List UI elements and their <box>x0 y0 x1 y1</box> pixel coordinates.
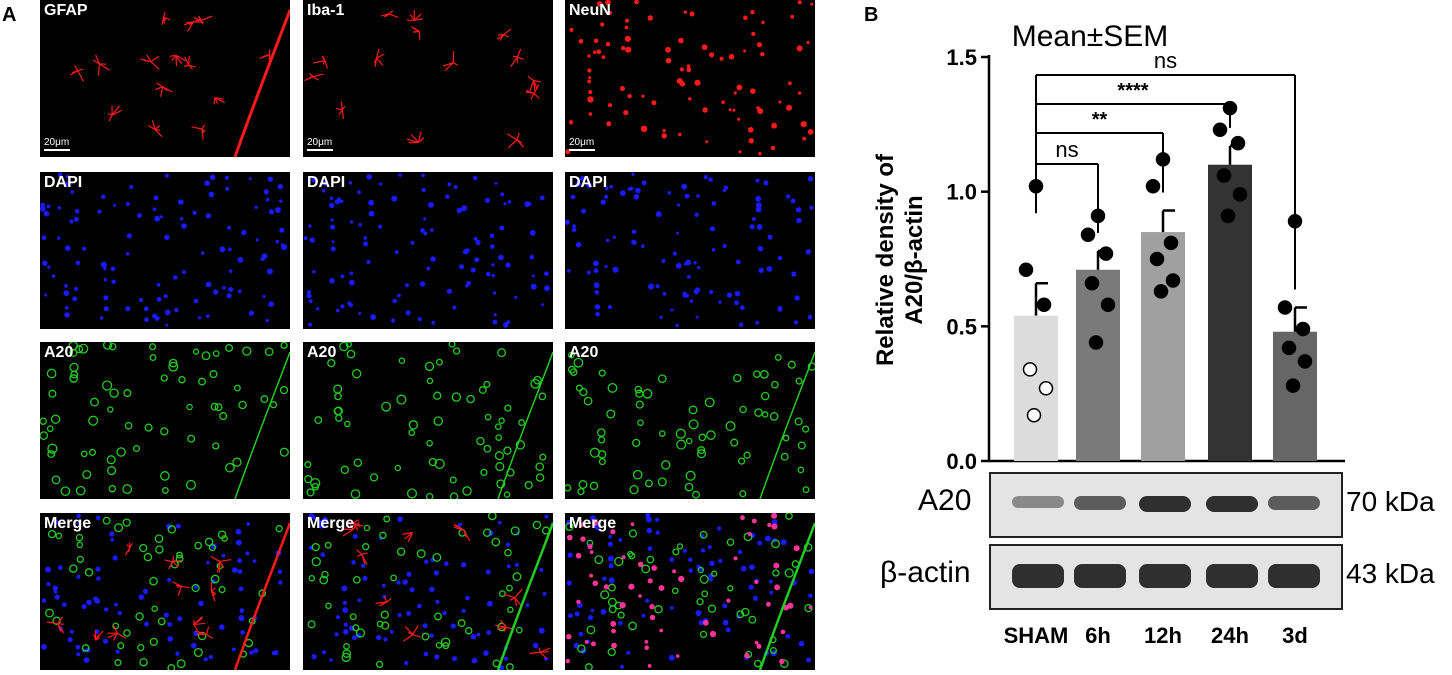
blot-band <box>1012 564 1064 588</box>
scale-bar-label: 20μm <box>307 137 333 148</box>
micrograph-neun-3: NeuN 20μm <box>565 0 815 157</box>
scale-bar-label: 20μm <box>44 137 70 148</box>
data-point <box>1022 362 1038 377</box>
blot-row-label: β-actin <box>880 556 971 589</box>
data-point <box>1277 300 1293 315</box>
blot-kda-label: 43 kDa <box>1346 558 1435 589</box>
micrograph-label: NeuN <box>569 2 611 19</box>
micrograph-dapi-1: DAPI <box>40 172 290 329</box>
data-point <box>1165 273 1181 288</box>
bar-chart: Mean±SEM Relative density of A20/β-actin 0.… <box>872 20 1345 470</box>
data-point <box>1232 187 1248 202</box>
micrograph-a20-3: A20 <box>565 342 815 499</box>
micrograph-label: Iba-1 <box>307 2 345 19</box>
data-point <box>1220 208 1236 224</box>
data-point <box>1100 297 1116 313</box>
micrograph-label: A20 <box>569 344 599 361</box>
blot-band <box>1268 564 1320 588</box>
micrograph-dapi-3: DAPI <box>565 172 815 329</box>
data-point <box>1098 246 1114 261</box>
data-point <box>1297 354 1313 369</box>
lane-label-6h: 6h <box>1085 623 1111 648</box>
micrograph-iba-1-2: Iba-1 20μm <box>303 0 553 157</box>
blot-strip-a20 <box>989 472 1343 538</box>
data-point <box>1018 262 1034 278</box>
bar-3d <box>1273 331 1317 461</box>
data-point <box>1212 122 1228 137</box>
y-tick-label: 0.0 <box>946 449 977 470</box>
data-point <box>1281 340 1297 356</box>
micrograph-label: GFAP <box>44 2 88 19</box>
y-axis-label-line1: Relative density of <box>872 153 899 366</box>
micrograph-dapi-2: DAPI <box>303 172 553 329</box>
significance-label: ns <box>1154 48 1177 73</box>
blot-band <box>1139 564 1191 588</box>
micrograph-label: Merge <box>44 515 92 532</box>
micrograph-label: Merge <box>569 515 617 532</box>
data-point <box>1285 378 1301 393</box>
scale-bar-line <box>44 149 70 151</box>
data-point <box>1153 284 1169 299</box>
micrograph-merge-2: Merge <box>303 513 553 670</box>
data-point <box>1216 168 1232 183</box>
data-point <box>1145 179 1161 194</box>
micrograph-label: A20 <box>307 344 337 361</box>
lane-label-12h: 12h <box>1144 623 1182 648</box>
lane-label-sham: SHAM <box>1003 623 1069 648</box>
blot-band <box>1074 496 1126 510</box>
scale-bar-label: 20μm <box>569 137 595 148</box>
scale-bar: 20μm <box>44 137 70 151</box>
panel-label-a: A <box>2 4 17 26</box>
blot-band <box>1206 564 1258 588</box>
blot-band <box>1139 496 1191 512</box>
lane-label-3d: 3d <box>1282 623 1308 648</box>
blot-strip-beta-actin <box>989 544 1343 610</box>
panel-label-b: B <box>864 4 879 26</box>
data-point <box>1080 227 1096 243</box>
scale-bar: 20μm <box>569 137 595 151</box>
scale-bar: 20μm <box>307 137 333 151</box>
micrograph-merge-1: Merge <box>40 513 290 670</box>
significance-label: ** <box>1092 109 1108 131</box>
micrograph-label: DAPI <box>307 174 346 191</box>
micrograph-a20-2: A20 <box>303 342 553 499</box>
bar-6h <box>1076 269 1120 461</box>
data-point <box>1230 135 1246 151</box>
data-point <box>1026 407 1042 423</box>
lane-label-24h: 24h <box>1211 623 1249 648</box>
micrograph-merge-3: Merge <box>565 513 815 670</box>
data-point <box>1036 297 1052 313</box>
data-point <box>1163 235 1179 251</box>
data-point <box>1149 251 1165 267</box>
y-tick-label: 1.5 <box>946 45 977 70</box>
blot-band <box>1268 496 1320 510</box>
bar-12h <box>1141 232 1185 461</box>
scale-bar-line <box>569 149 595 151</box>
micrograph-gfap-1: GFAP 20μm <box>40 0 290 157</box>
significance-label: ns <box>1055 137 1078 162</box>
blot-band <box>1012 496 1064 508</box>
micrograph-a20-1: A20 <box>40 342 290 499</box>
micrograph-label: A20 <box>44 344 74 361</box>
scale-bar-line <box>307 149 333 151</box>
micrograph-label: Merge <box>307 515 355 532</box>
micrograph-label: DAPI <box>569 174 608 191</box>
blot-kda-label: 70 kDa <box>1346 486 1435 517</box>
y-tick-label: 0.5 <box>946 314 977 339</box>
y-tick-label: 1.0 <box>946 180 977 205</box>
data-point <box>1038 381 1054 396</box>
data-point <box>1084 275 1100 291</box>
micrograph-label: DAPI <box>44 174 83 191</box>
blot-row-label: A20 <box>918 484 972 517</box>
data-point <box>1295 321 1311 337</box>
chart-title: Mean±SEM <box>1012 20 1169 53</box>
blot-band <box>1206 496 1258 512</box>
y-axis-label-line2: A20/β-actin <box>901 195 928 324</box>
blot-band <box>1074 564 1126 588</box>
significance-label: **** <box>1117 80 1148 102</box>
data-point <box>1088 335 1104 350</box>
